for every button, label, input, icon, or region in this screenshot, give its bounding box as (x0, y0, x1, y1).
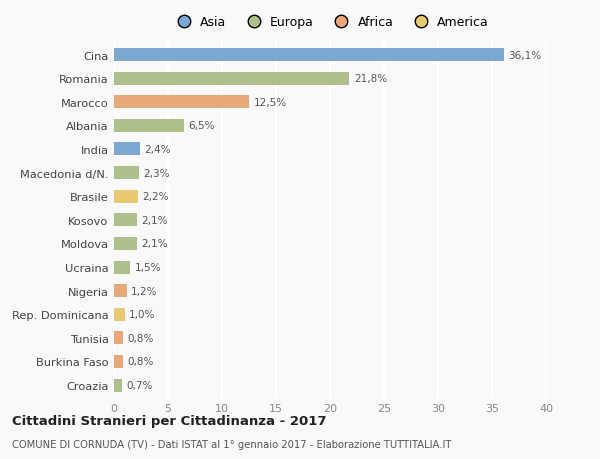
Text: 36,1%: 36,1% (508, 50, 541, 61)
Bar (114, 214, 137, 227)
Bar (114, 73, 349, 85)
Legend: Asia, Europa, Africa, America: Asia, Europa, Africa, America (169, 13, 491, 32)
Text: 0,8%: 0,8% (127, 333, 154, 343)
Bar (114, 190, 138, 203)
Bar (114, 379, 122, 392)
Text: 2,4%: 2,4% (144, 145, 171, 155)
Text: Cittadini Stranieri per Cittadinanza - 2017: Cittadini Stranieri per Cittadinanza - 2… (12, 414, 326, 428)
Text: 1,0%: 1,0% (129, 309, 155, 319)
Bar (114, 237, 137, 250)
Bar (114, 308, 125, 321)
Bar (114, 261, 130, 274)
Bar (114, 167, 139, 179)
Bar (114, 143, 140, 156)
Text: COMUNE DI CORNUDA (TV) - Dati ISTAT al 1° gennaio 2017 - Elaborazione TUTTITALIA: COMUNE DI CORNUDA (TV) - Dati ISTAT al 1… (12, 440, 451, 449)
Bar (114, 355, 122, 368)
Text: 0,7%: 0,7% (126, 380, 152, 390)
Bar (114, 49, 504, 62)
Text: 2,2%: 2,2% (142, 192, 169, 202)
Text: 12,5%: 12,5% (253, 98, 286, 107)
Text: 2,1%: 2,1% (141, 239, 167, 249)
Text: 2,1%: 2,1% (141, 215, 167, 225)
Text: 21,8%: 21,8% (354, 74, 387, 84)
Text: 2,3%: 2,3% (143, 168, 170, 178)
Bar (114, 331, 122, 345)
Bar (114, 96, 249, 109)
Text: 1,2%: 1,2% (131, 286, 158, 296)
Bar (114, 285, 127, 297)
Text: 0,8%: 0,8% (127, 357, 154, 367)
Bar (114, 120, 184, 133)
Text: 6,5%: 6,5% (188, 121, 215, 131)
Text: 1,5%: 1,5% (134, 263, 161, 273)
